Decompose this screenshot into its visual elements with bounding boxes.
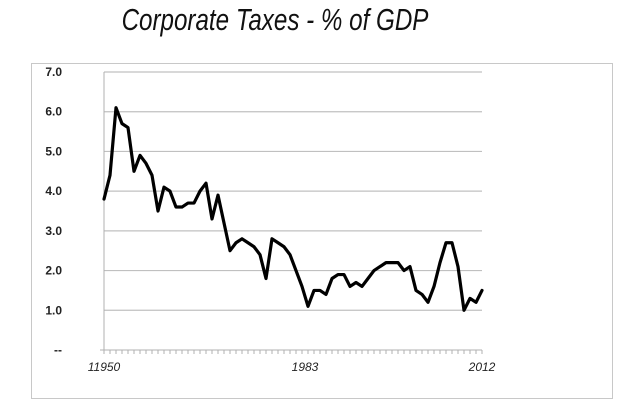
y-tick-label: 2.0 [45, 264, 62, 278]
y-tick-label: 3.0 [45, 224, 62, 238]
y-tick-label: 1.0 [45, 303, 62, 317]
y-tick-label: 5.0 [45, 144, 62, 158]
y-tick-label: 7.0 [45, 65, 62, 79]
y-tick-label: 4.0 [45, 184, 62, 198]
chart-title: Corporate Taxes - % of GDP [121, 2, 429, 37]
y-tick-label: -- [54, 343, 62, 357]
x-tick-label: 1983 [292, 360, 319, 374]
x-tick-label: 2012 [468, 360, 496, 374]
chart-frame [31, 63, 613, 399]
x-tick-label: 11950 [88, 360, 121, 374]
series-line [102, 106, 484, 312]
y-tick-label: 6.0 [45, 105, 62, 119]
